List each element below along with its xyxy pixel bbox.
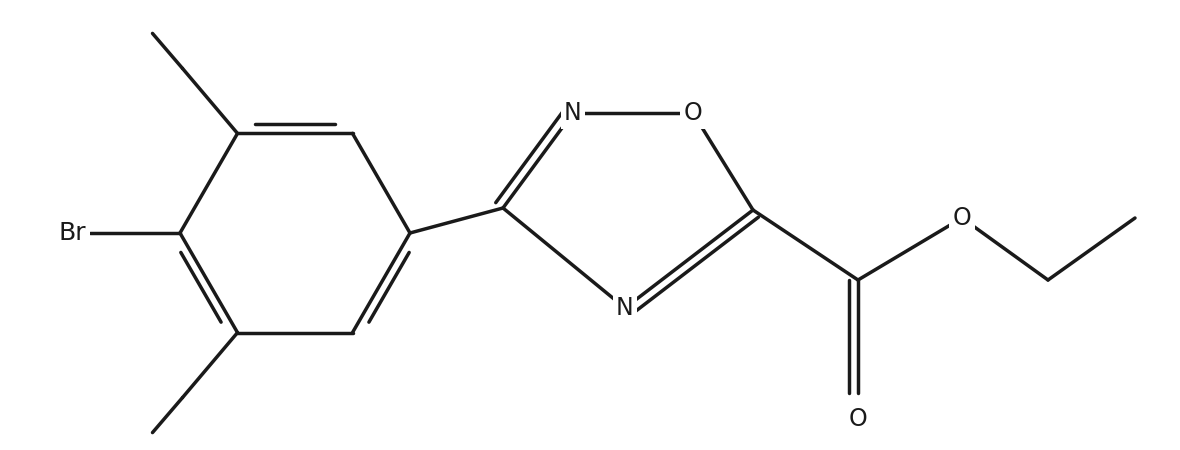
Text: O: O: [952, 206, 971, 230]
Text: N: N: [616, 296, 634, 320]
Text: O: O: [848, 407, 867, 431]
Text: N: N: [564, 101, 582, 125]
Text: Br: Br: [58, 221, 86, 245]
Text: O: O: [683, 101, 702, 125]
